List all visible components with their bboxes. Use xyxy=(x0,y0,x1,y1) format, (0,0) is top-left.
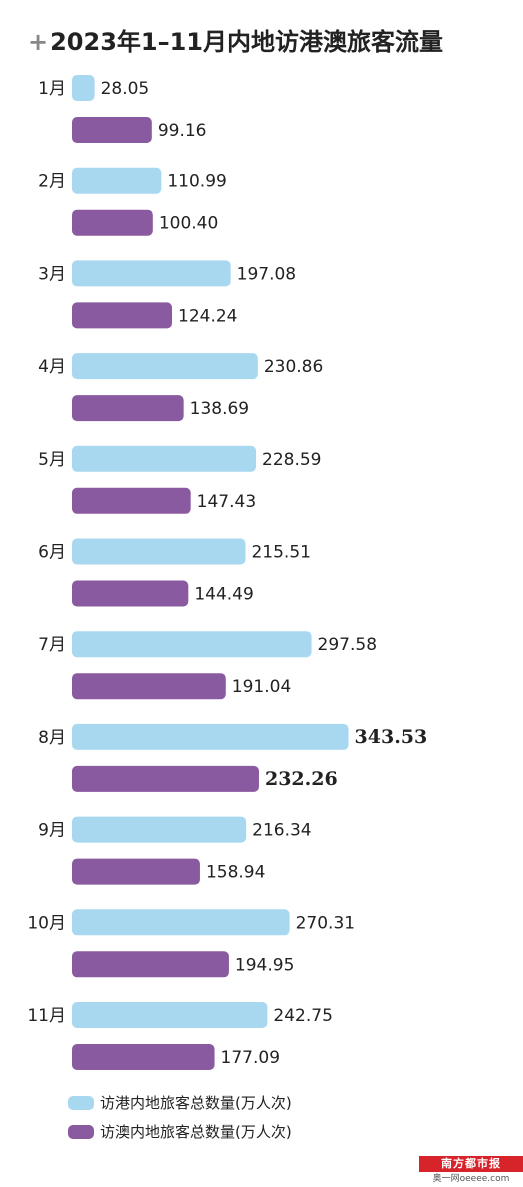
value-label-macau: 147.43 xyxy=(197,492,256,512)
legend: 访港内地旅客总数量(万人次) 访澳内地旅客总数量(万人次) xyxy=(68,1092,292,1142)
value-label-hk: 215.51 xyxy=(251,543,310,563)
bar-macau xyxy=(72,673,226,700)
bar-macau xyxy=(72,580,189,607)
bar-macau xyxy=(72,858,200,885)
category-label: 11月 xyxy=(27,1006,66,1026)
value-label-macau: 100.40 xyxy=(159,214,218,234)
bar-hk xyxy=(72,631,312,658)
value-label-hk: 230.86 xyxy=(264,357,323,377)
category-label: 4月 xyxy=(38,357,66,377)
value-label-hk: 270.31 xyxy=(296,913,355,933)
bar-macau xyxy=(72,951,229,978)
bar-hk xyxy=(72,816,247,843)
category-label: 9月 xyxy=(38,821,66,841)
bar-hk xyxy=(72,353,258,380)
category-label: 8月 xyxy=(38,728,66,748)
bar-macau xyxy=(72,765,259,792)
value-label-macau: 99.16 xyxy=(158,121,207,141)
value-label-hk: 228.59 xyxy=(262,450,321,470)
bar-macau xyxy=(72,302,173,329)
chart-title: +2023年1–11月内地访港澳旅客流量 xyxy=(28,22,443,57)
category-label: 1月 xyxy=(38,79,66,99)
bar-chart: 1月 28.05 99.16 2月 110.99 100.40 3月 197.08 124.24… xyxy=(27,75,428,1070)
value-label-macau: 144.49 xyxy=(194,585,253,605)
legend-swatch-macau xyxy=(68,1125,94,1139)
bar-macau xyxy=(72,487,191,514)
category-label: 5月 xyxy=(38,450,66,470)
bar-hk xyxy=(72,723,349,750)
value-label-hk: 216.34 xyxy=(252,821,311,841)
legend-item-hk: 访港内地旅客总数量(万人次) xyxy=(68,1092,292,1113)
bar-macau xyxy=(72,395,184,422)
category-label: 7月 xyxy=(38,635,66,655)
value-label-hk: 343.53 xyxy=(355,726,428,748)
category-label: 2月 xyxy=(38,172,66,192)
bar-macau xyxy=(72,117,152,143)
logo-bottom-text: 奥一网oeeee.com xyxy=(432,1174,510,1184)
bar-hk xyxy=(72,167,162,194)
bar-hk xyxy=(72,445,257,472)
bar-hk xyxy=(72,538,246,565)
value-label-macau: 138.69 xyxy=(190,399,249,419)
value-label-macau: 191.04 xyxy=(232,677,291,697)
value-label-hk: 242.75 xyxy=(273,1006,332,1026)
value-label-hk: 297.58 xyxy=(318,635,377,655)
bar-hk xyxy=(72,260,231,287)
category-label: 6月 xyxy=(38,543,66,563)
value-label-hk: 110.99 xyxy=(167,172,226,192)
value-label-hk: 28.05 xyxy=(101,79,150,99)
category-label: 3月 xyxy=(38,264,66,284)
logo-top-text: 南方都市报 xyxy=(419,1156,523,1172)
value-label-macau: 124.24 xyxy=(178,306,237,326)
bar-hk xyxy=(72,1002,268,1028)
legend-label-macau: 访澳内地旅客总数量(万人次) xyxy=(100,1123,292,1141)
bar-macau xyxy=(72,1044,215,1070)
newspaper-logo: 南方都市报 奥一网oeeee.com xyxy=(419,1156,523,1187)
chart-title-text: 2023年1–11月内地访港澳旅客流量 xyxy=(50,28,444,56)
value-label-hk: 197.08 xyxy=(237,264,296,284)
bar-hk xyxy=(72,75,95,101)
legend-swatch-hk xyxy=(68,1096,94,1110)
bar-macau xyxy=(72,209,153,236)
legend-item-macau: 访澳内地旅客总数量(万人次) xyxy=(68,1121,292,1142)
title-mark: + xyxy=(28,28,49,56)
value-label-macau: 177.09 xyxy=(221,1048,280,1068)
legend-label-hk: 访港内地旅客总数量(万人次) xyxy=(100,1094,292,1112)
value-label-macau: 232.26 xyxy=(265,768,338,790)
value-label-macau: 194.95 xyxy=(235,955,294,975)
bar-hk xyxy=(72,909,290,936)
category-label: 10月 xyxy=(27,913,66,933)
value-label-macau: 158.94 xyxy=(206,863,265,883)
